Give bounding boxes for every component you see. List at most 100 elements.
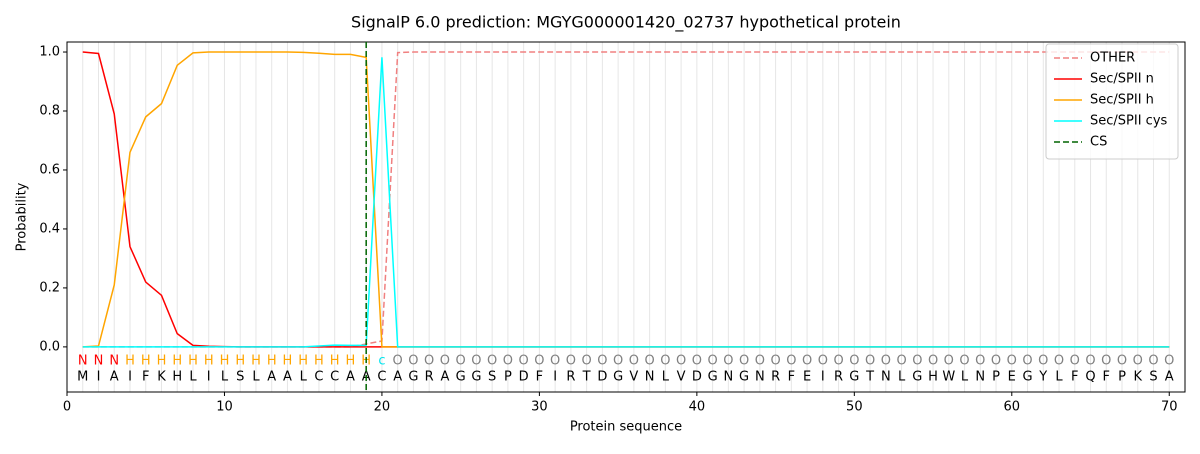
residue: I [128, 370, 132, 385]
residue: N [881, 370, 891, 385]
residue-label: O [471, 354, 481, 369]
residue: G [1022, 370, 1032, 385]
residue-label: O [393, 354, 403, 369]
legend: OTHER Sec/SPII n Sec/SPII h Sec/SPII cys CS [1045, 43, 1179, 160]
residue-label: O [582, 354, 592, 369]
residue: L [189, 370, 197, 385]
residue: A [440, 370, 449, 385]
residue: L [300, 370, 308, 385]
residue-label: O [597, 354, 607, 369]
residue: G [408, 370, 418, 385]
residue: H [928, 370, 938, 385]
residue-label: H [330, 354, 340, 369]
residue: A [283, 370, 292, 385]
residue: K [157, 370, 166, 385]
residue: F [788, 370, 795, 385]
residue-label: N [78, 354, 88, 369]
legend-label: Sec/SPII h [1090, 93, 1154, 108]
residue-label: O [440, 354, 450, 369]
residue-label: c [378, 354, 385, 369]
residue-label: O [629, 354, 639, 369]
residue: I [553, 370, 557, 385]
residue-label: O [1101, 354, 1111, 369]
residue: Q [1085, 370, 1095, 385]
residue-label: O [1054, 354, 1064, 369]
residue-label: O [519, 354, 529, 369]
y-tick-label: 0.4 [39, 221, 60, 236]
residue: R [834, 370, 843, 385]
residue-label: O [1007, 354, 1017, 369]
residue-label: O [534, 354, 544, 369]
residue: L [1055, 370, 1063, 385]
residue: G [471, 370, 481, 385]
residue-label: O [1164, 354, 1174, 369]
residue-label: O [959, 354, 969, 369]
residue: R [425, 370, 434, 385]
residue-label: O [881, 354, 891, 369]
residue-label: O [975, 354, 985, 369]
residue-label: O [613, 354, 623, 369]
residue-label: O [424, 354, 434, 369]
residue-label: O [1133, 354, 1143, 369]
x-tick-label: 70 [1161, 400, 1178, 415]
y-tick-label: 0.2 [39, 280, 60, 295]
residue-label: O [1085, 354, 1095, 369]
residue: A [110, 370, 119, 385]
x-axis-label: Protein sequence [570, 420, 682, 435]
x-tick-label: 40 [689, 400, 706, 415]
residue: A [267, 370, 276, 385]
residue-label: O [456, 354, 466, 369]
residue-label: O [755, 354, 765, 369]
x-tick-label: 10 [216, 400, 233, 415]
residue-label: O [503, 354, 513, 369]
residue: L [898, 370, 906, 385]
residue-label: O [1022, 354, 1032, 369]
y-tick-label: 0.0 [39, 339, 60, 354]
residue-label: O [991, 354, 1001, 369]
residue-label: H [125, 354, 135, 369]
series-line [82, 57, 1170, 348]
residue: R [771, 370, 780, 385]
chart-title: SignalP 6.0 prediction: MGYG000001420_02… [351, 13, 901, 33]
residue-label: O [912, 354, 922, 369]
residue: S [236, 370, 244, 385]
residue-label: O [739, 354, 749, 369]
residue-label: H [283, 354, 293, 369]
residue: I [97, 370, 101, 385]
residue: N [755, 370, 765, 385]
residue-label: O [723, 354, 733, 369]
legend-label: Sec/SPII n [1090, 72, 1154, 87]
residue-label: O [1117, 354, 1127, 369]
legend-label: OTHER [1090, 51, 1135, 66]
plot-frame [66, 41, 1186, 393]
y-tick-label: 1.0 [39, 45, 60, 60]
residue-label: O [707, 354, 717, 369]
residue: L [961, 370, 969, 385]
residue-label: O [944, 354, 954, 369]
residue: G [613, 370, 623, 385]
residue-label: H [204, 354, 214, 369]
residue-label: O [1038, 354, 1048, 369]
residue-label: O [865, 354, 875, 369]
residue: I [207, 370, 211, 385]
series-line [82, 51, 1170, 348]
residue: N [975, 370, 985, 385]
residue: V [629, 370, 638, 385]
residue-label: O [849, 354, 859, 369]
residue: N [645, 370, 655, 385]
residue: P [504, 370, 512, 385]
x-tick-label: 30 [531, 400, 548, 415]
residue: L [662, 370, 670, 385]
residue-label: H [314, 354, 324, 369]
residue: G [456, 370, 466, 385]
residue: A [1165, 370, 1174, 385]
residue-label: O [566, 354, 576, 369]
residue: F [142, 370, 149, 385]
residue: C [330, 370, 339, 385]
residue-label: O [770, 354, 780, 369]
residue: G [708, 370, 718, 385]
residue: P [992, 370, 1000, 385]
residue: L [221, 370, 229, 385]
residue: G [849, 370, 859, 385]
